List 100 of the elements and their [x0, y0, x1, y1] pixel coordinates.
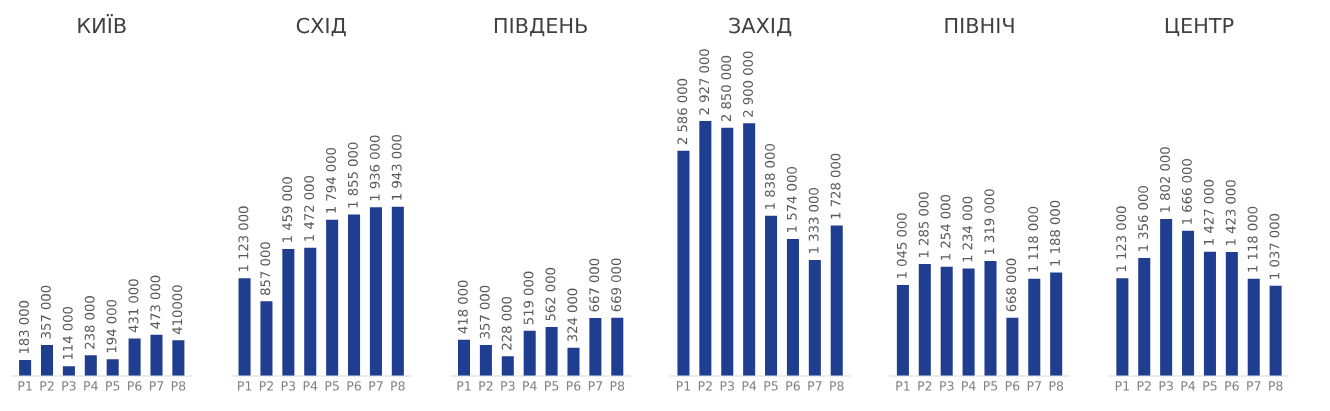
- bar: [699, 120, 712, 377]
- bar: [260, 301, 273, 377]
- x-tick-label: P4: [962, 381, 976, 391]
- bar: [391, 206, 404, 377]
- data-label: 2 850 000: [721, 55, 732, 122]
- x-tick-label: P4: [84, 381, 98, 391]
- x-tick-label: P4: [1181, 381, 1196, 391]
- x-tick-label: P5: [764, 381, 778, 391]
- bar: [479, 344, 492, 377]
- bar: [721, 127, 734, 377]
- x-tick-label: P1: [457, 381, 471, 391]
- x-tick-label: P5: [545, 381, 559, 391]
- x-tick-label: P3: [62, 381, 76, 391]
- x-tick-label: P3: [501, 381, 515, 391]
- data-label: 1 666 000: [1181, 159, 1192, 224]
- bar: [1028, 278, 1041, 377]
- chart-title: СХІД: [296, 17, 346, 37]
- bar: [896, 284, 909, 377]
- bar: [765, 215, 778, 377]
- bar: [40, 344, 54, 377]
- data-label: 1 045 000: [896, 213, 907, 278]
- data-label: 668 000: [1006, 258, 1017, 312]
- bar: [326, 219, 339, 377]
- bar: [545, 327, 558, 377]
- data-label: 431 000: [128, 279, 139, 333]
- bar: [457, 339, 471, 377]
- bar: [808, 259, 821, 377]
- bar: [611, 317, 624, 377]
- bar: [106, 359, 119, 377]
- x-tick-label: P1: [896, 381, 910, 391]
- bar: [501, 356, 514, 377]
- chart-title: КИЇВ: [78, 14, 126, 34]
- data-label: 667 000: [589, 258, 600, 312]
- data-label: 324 000: [567, 288, 578, 342]
- data-label: 1 794 000: [325, 147, 336, 213]
- data-label: 114 000: [62, 306, 73, 360]
- x-tick-label: P5: [1203, 381, 1217, 391]
- x-tick-label: P7: [1027, 381, 1041, 391]
- bar: [589, 317, 602, 377]
- data-label: 1 356 000: [1138, 186, 1149, 251]
- bar: [1116, 278, 1129, 377]
- x-tick-label: P6: [1225, 381, 1239, 391]
- x-tick-label: P2: [259, 381, 273, 391]
- data-label: 357 000: [479, 285, 490, 339]
- x-tick-label: P4: [523, 381, 537, 391]
- data-label: 1 123 000: [238, 206, 249, 272]
- bar: [1182, 230, 1195, 377]
- bar: [677, 150, 690, 377]
- x-tick-label: P3: [720, 381, 734, 391]
- bar: [830, 225, 843, 377]
- x-tick-label: P1: [1115, 381, 1129, 391]
- data-label: 1 319 000: [984, 189, 995, 255]
- bar: [128, 338, 141, 377]
- x-tick-label: P8: [1269, 381, 1283, 391]
- data-label: 1 333 000: [808, 188, 819, 253]
- x-tick-label: P5: [983, 381, 998, 391]
- bar: [523, 330, 536, 377]
- x-tick-label: P5: [106, 381, 120, 391]
- data-label: 669 000: [611, 258, 622, 312]
- data-label: 357 000: [40, 285, 51, 339]
- data-label: 1 943 000: [391, 134, 402, 200]
- data-label: 1 037 000: [1269, 213, 1280, 279]
- x-tick-label: P8: [830, 381, 844, 391]
- data-label: 1 423 000: [1225, 180, 1236, 246]
- x-tick-label: P3: [281, 381, 296, 391]
- bar: [238, 278, 251, 377]
- bar: [1050, 272, 1063, 377]
- x-tick-label: P8: [1049, 381, 1064, 391]
- x-tick-label: P1: [18, 381, 32, 391]
- data-label: 1 285 000: [918, 192, 929, 258]
- chart-title: ЗАХІД: [729, 17, 792, 37]
- data-label: 857 000: [260, 242, 271, 295]
- data-label: 238 000: [84, 296, 95, 349]
- x-tick-label: P1: [676, 381, 691, 391]
- bar: [743, 123, 756, 377]
- x-tick-label: P7: [369, 381, 383, 391]
- bar: [1225, 252, 1238, 377]
- data-label: 194 000: [106, 299, 117, 353]
- x-tick-label: P8: [610, 381, 625, 391]
- data-label: 1 427 000: [1203, 179, 1214, 245]
- x-tick-label: P3: [940, 381, 954, 391]
- data-label: 1 459 000: [282, 177, 293, 242]
- x-tick-label: P5: [325, 381, 339, 391]
- x-tick-label: P2: [698, 381, 712, 391]
- chart-title: ЦЕНТР: [1165, 17, 1234, 37]
- bar: [348, 214, 361, 377]
- x-tick-label: P1: [238, 381, 252, 391]
- bar: [984, 261, 997, 377]
- bar: [84, 355, 97, 377]
- bar: [1138, 257, 1151, 377]
- bar: [962, 268, 975, 377]
- chart-title: ПІВДЕНЬ: [494, 17, 587, 37]
- bar: [1160, 219, 1173, 377]
- data-label: 1 118 000: [1028, 206, 1039, 272]
- data-label: 1 118 000: [1247, 206, 1258, 272]
- x-tick-label: P6: [786, 381, 800, 391]
- bar: [1006, 317, 1019, 377]
- bar: [1203, 251, 1216, 377]
- x-tick-label: P6: [1005, 381, 1020, 391]
- x-tick-label: P6: [347, 381, 361, 391]
